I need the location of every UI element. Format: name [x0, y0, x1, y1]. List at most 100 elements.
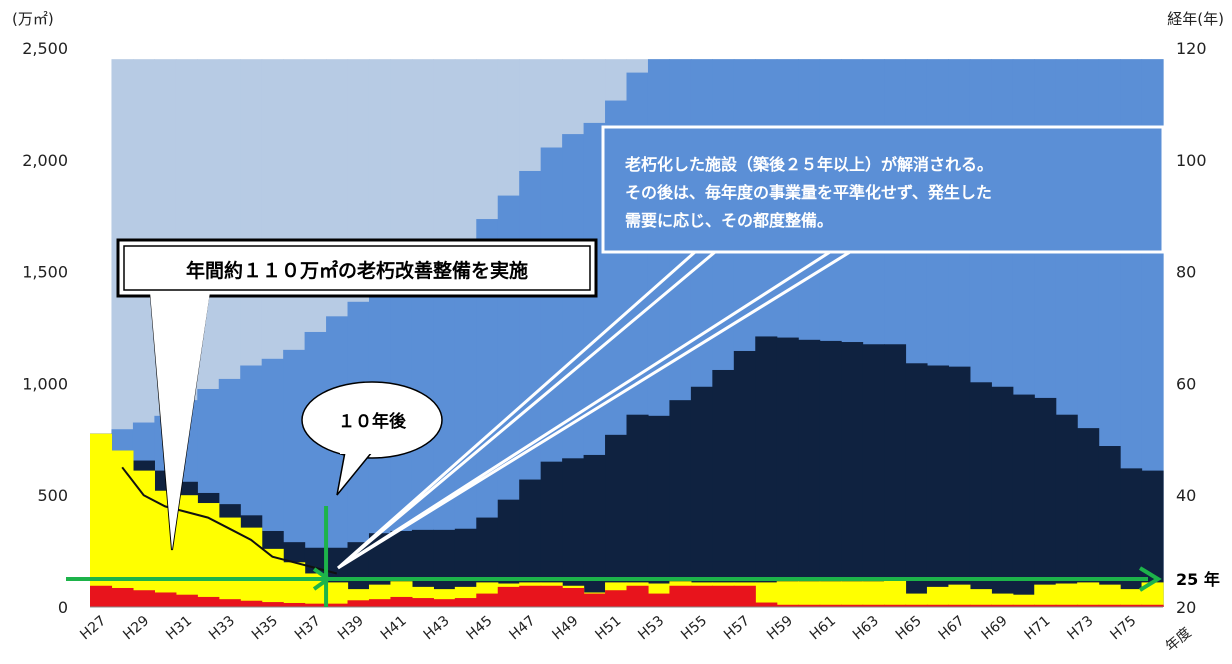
navy-bar-H51 [605, 434, 628, 607]
red-bar-H47 [519, 585, 542, 607]
average-age-line [121, 466, 338, 575]
x-tick-label: H73 [1064, 613, 1096, 643]
callout-right: 老朽化した施設（築後２５年以上）が解消される。 その後は、毎年度の事業量を平準化… [337, 125, 1165, 570]
navy-bar-H62 [841, 342, 864, 607]
red-bar-H28 [111, 587, 134, 607]
navy-bar-H75 [1120, 468, 1143, 607]
x-tick-label: H59 [764, 613, 796, 643]
yellow-bar-H29 [132, 470, 155, 607]
yellow-bar-H33 [218, 517, 241, 607]
y-axis-left-ticks: 0 500 1,000 1,500 2,000 2,500 [22, 39, 68, 617]
navy-bar-H72 [1055, 414, 1078, 607]
red-bar-H74 [1098, 604, 1121, 607]
navy-bar-H43 [433, 529, 456, 607]
reference-arrowhead-mid [312, 567, 332, 591]
x-axis-ticks: H27 H29 H31 H33 H35 H37 H39 H41 H43 H45 H47 H49 H51 H… [77, 613, 1139, 643]
yellow-bar-H60 [798, 581, 821, 607]
callout-right-line-3: 需要に応じ、その都度整備。 [625, 211, 833, 230]
navy-bar-H64 [884, 344, 907, 607]
x-tick-label: H39 [335, 613, 367, 643]
yellow-bar-H75 [1120, 589, 1143, 607]
x-tick-label: H35 [249, 613, 281, 643]
red-bar-H42 [411, 598, 434, 607]
navy-bar-H53 [647, 415, 671, 607]
yellow-bar-H62 [841, 581, 864, 607]
navy-bar-H70 [1012, 394, 1035, 607]
y-right-tick: 60 [1176, 374, 1196, 393]
yellow-bar-H67 [948, 584, 971, 607]
x-tick-label: H31 [163, 613, 195, 643]
navy-bar-H50 [583, 454, 606, 607]
x-tick-label: H51 [592, 613, 624, 643]
red-bar-H48 [540, 585, 563, 607]
yellow-bar-H59 [776, 581, 799, 607]
red-bar-H67 [948, 604, 971, 607]
red-bar-H27 [90, 585, 113, 607]
callout-mid: １０年後 [301, 381, 443, 496]
navy-bar-H60 [798, 339, 821, 607]
yellow-bar-H36 [283, 562, 306, 607]
navy-bar-H66 [926, 365, 949, 607]
red-bar-H45 [476, 593, 499, 607]
navy-bar-H52 [626, 414, 649, 607]
mid-blue-bar-H45 [476, 219, 499, 608]
red-bar-H43 [433, 599, 456, 607]
yellow-bar-H68 [969, 589, 992, 607]
x-unit-label: 年度 [1163, 625, 1195, 655]
red-bar-H30 [154, 592, 177, 607]
red-bar-H64 [884, 604, 907, 607]
red-bar-H56 [712, 585, 735, 607]
red-bar-H55 [690, 585, 713, 607]
y-right-tick: 120 [1176, 39, 1207, 58]
red-bar-H34 [240, 600, 263, 607]
red-bar-H59 [776, 604, 799, 607]
red-bar-H39 [347, 600, 370, 607]
x-tick-label: H69 [979, 613, 1011, 643]
x-tick-label: H41 [378, 613, 410, 643]
y-left-tick: 1,000 [22, 374, 68, 393]
red-bar-H61 [819, 604, 842, 607]
red-bar-H49 [562, 587, 585, 607]
x-tick-label: H27 [77, 613, 109, 643]
yellow-bar-H58 [755, 582, 778, 607]
x-tick-label: H37 [292, 613, 324, 643]
navy-bar-H67 [948, 366, 971, 607]
y-right-tick: 100 [1176, 151, 1207, 170]
red-bar-H69 [991, 604, 1014, 607]
callout-left-text: 年間約１１０万㎡の老朽改善整備を実施 [186, 259, 528, 282]
red-bar-H65 [905, 604, 928, 607]
yellow-bar-H61 [819, 581, 842, 607]
red-bar-H41 [390, 596, 413, 607]
x-tick-label: H67 [936, 613, 968, 643]
x-tick-label: H71 [1022, 613, 1054, 643]
yellow-bar-H34 [240, 527, 263, 607]
x-tick-label: H47 [506, 613, 538, 643]
red-bar-H40 [368, 599, 392, 607]
yellow-bar-H74 [1098, 584, 1121, 607]
yellow-bar-H64 [884, 580, 907, 607]
navy-bar-H49 [562, 458, 585, 607]
callout-right-line-1: 老朽化した施設（築後２５年以上）が解消される。 [624, 155, 993, 174]
red-bar-H51 [605, 590, 628, 607]
navy-bar-H73 [1077, 428, 1100, 607]
red-bar-H53 [647, 593, 671, 607]
red-bar-H52 [626, 585, 649, 607]
yellow-bar-H28 [111, 450, 134, 607]
yellow-bar-H38 [326, 582, 349, 607]
y-right-unit-label: 経年(年) [1167, 10, 1224, 28]
callout-right-line-2: その後は、毎年度の事業量を平準化せず、発生した [625, 183, 992, 202]
x-tick-label: H45 [464, 613, 496, 643]
red-bar-H31 [175, 594, 198, 607]
x-tick-label: H43 [421, 613, 453, 643]
yellow-bar-H69 [991, 593, 1014, 607]
x-tick-label: H33 [206, 613, 238, 643]
y-left-tick: 2,000 [22, 151, 68, 170]
red-bar-H57 [733, 585, 756, 607]
yellow-bar-H63 [862, 581, 885, 607]
red-bar-H71 [1034, 604, 1057, 607]
navy-bar-H48 [540, 461, 563, 607]
navy-bar-H55 [690, 386, 713, 607]
mid-blue-bar-H44 [454, 242, 477, 607]
y-left-tick: 500 [37, 486, 68, 505]
